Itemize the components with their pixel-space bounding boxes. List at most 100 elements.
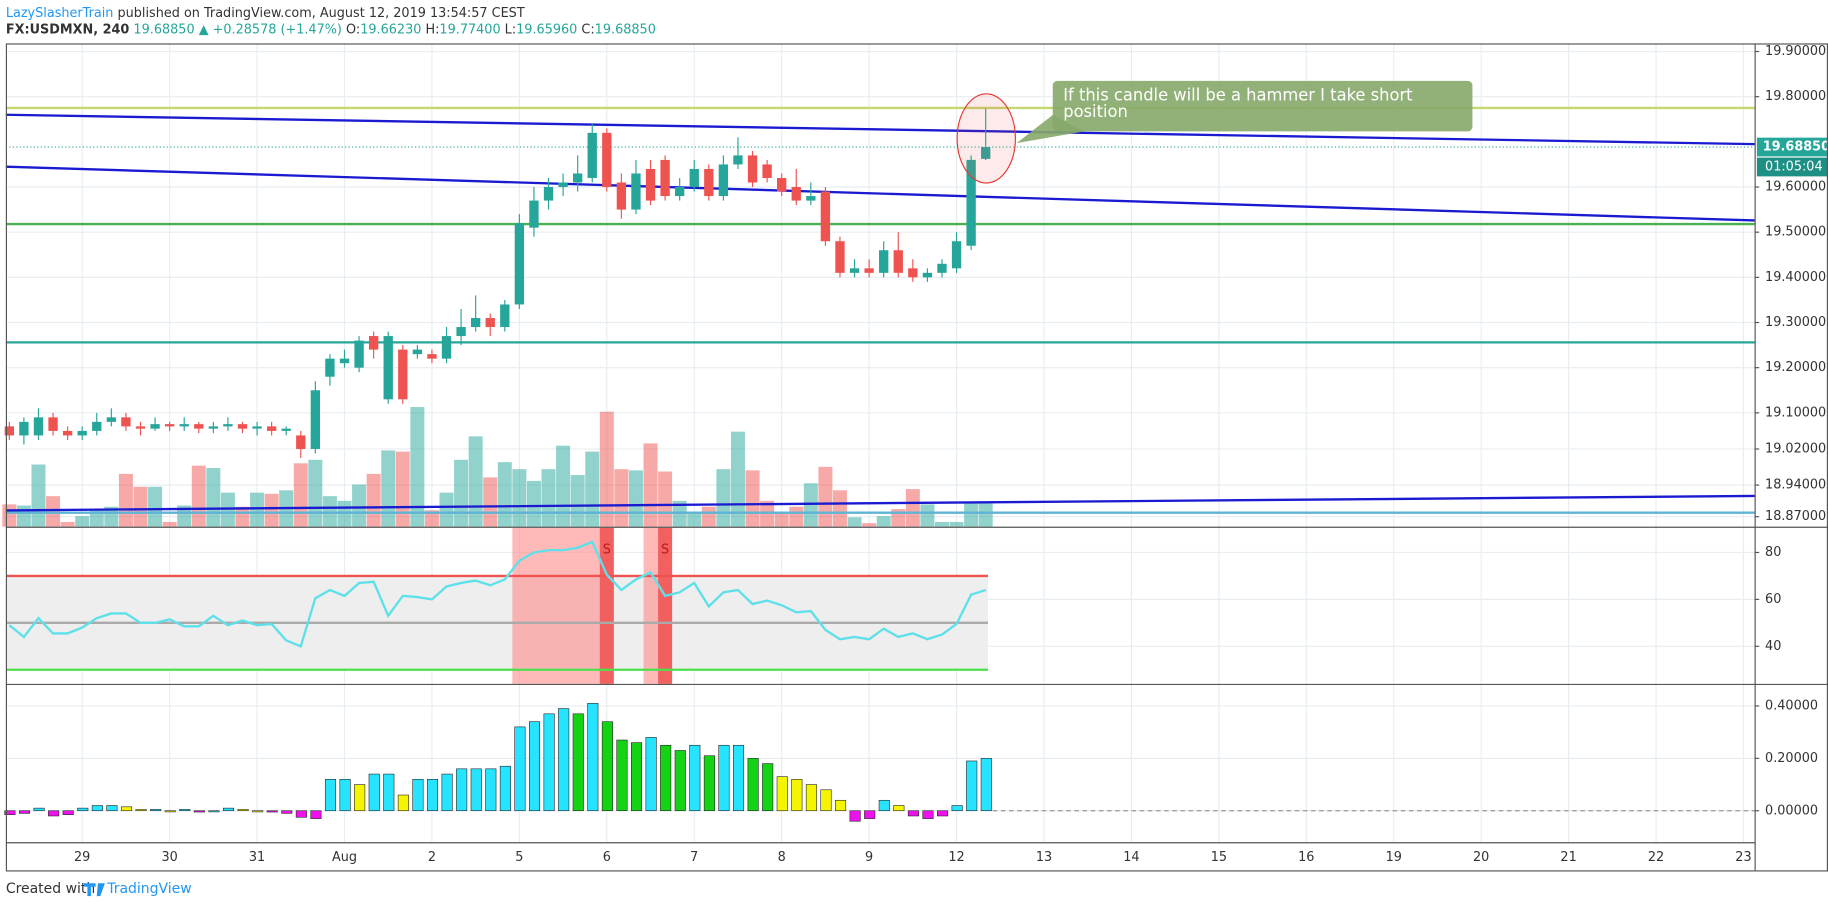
candle-body [966, 159, 976, 246]
volume-bar [628, 470, 643, 527]
y-tick-label: 19.10000 [1765, 405, 1826, 420]
hist-bar [660, 744, 672, 812]
hist-bar [733, 744, 745, 812]
hist-bar [587, 703, 599, 812]
author[interactable]: LazySlasherTrain [6, 5, 114, 20]
volume-bar [60, 521, 75, 527]
hist-bar [456, 768, 468, 812]
l-label: L: [505, 22, 516, 37]
hist-bar [703, 755, 715, 812]
volume-bar [949, 521, 964, 527]
signal-label: S [661, 543, 669, 558]
plot-layer: 29 30 31 Aug 2 5 6 7 8 9 12 13 14 15 16 19 20 21 22 23 19.90… [2, 43, 1828, 865]
footer-brand[interactable]: TradingView [106, 881, 191, 897]
volume-bar [148, 486, 163, 527]
volume-bar [745, 470, 760, 527]
volume-bar [964, 503, 979, 527]
candle-body [4, 426, 14, 436]
candle-body [470, 317, 481, 328]
volume-bar [439, 492, 454, 527]
volume-bar [133, 486, 148, 527]
candle-body [164, 424, 175, 427]
callout-box [1052, 80, 1473, 132]
hist-bar [368, 773, 380, 812]
hist-bar [266, 810, 278, 813]
candle-body [325, 358, 335, 377]
candle-body [296, 435, 306, 449]
volume-bar [526, 480, 541, 527]
candle-body [427, 354, 437, 359]
candle-body [849, 268, 860, 273]
volume-bar [293, 463, 308, 527]
x-tick-label: 5 [515, 850, 523, 865]
candle-body [806, 196, 816, 201]
hist-bar [572, 713, 584, 812]
hist-bar [397, 794, 409, 812]
candle-body [937, 263, 947, 273]
x-tick-label: Aug [332, 850, 357, 865]
volume-bar [905, 489, 920, 527]
candle-body [135, 426, 146, 429]
candle-body [77, 430, 87, 436]
y-tick-label: 60 [1765, 592, 1781, 607]
volume-bar [876, 516, 891, 527]
h-value: 19.77400 [439, 22, 500, 37]
hist-bar [208, 810, 220, 813]
hist-bar [878, 799, 890, 812]
rsi-line [8, 540, 987, 648]
last-price-label: 19.68850 [1763, 140, 1828, 155]
candle-body [675, 187, 685, 197]
candle-body [398, 349, 408, 400]
hist-bar [776, 776, 788, 812]
volume-bar [658, 471, 673, 527]
hist-bar [324, 779, 337, 812]
trend-line [5, 494, 1755, 512]
hist-bar [150, 809, 162, 812]
hist-bar [354, 784, 366, 812]
x-tick-label: 15 [1211, 850, 1227, 865]
candle-body [718, 164, 729, 197]
x-tick-label: 14 [1123, 850, 1139, 865]
x-tick-label: 19 [1386, 850, 1402, 865]
candle-body [354, 340, 364, 368]
x-tick-label: 20 [1473, 850, 1489, 865]
candle-body [19, 421, 29, 436]
candle-body [310, 390, 321, 449]
frame [5, 43, 1828, 872]
candle-body [587, 132, 597, 178]
y-tick-label: 19.90000 [1765, 44, 1826, 59]
hist-bar [630, 742, 643, 812]
volume-bar [847, 517, 862, 527]
symbol: FX:USDMXN, 240 [6, 22, 130, 37]
logo [83, 883, 105, 897]
hist-bar [62, 810, 74, 815]
y-tick-label: 19.02000 [1765, 441, 1826, 456]
hist-bar [426, 779, 439, 812]
x-tick-label: 31 [249, 850, 265, 865]
hist-bar [514, 726, 526, 812]
volume-bar [497, 462, 512, 527]
candle-body [62, 430, 73, 436]
y-tick-label: 19.80000 [1765, 89, 1826, 104]
hist-bar [18, 810, 31, 814]
volume-bar [118, 473, 133, 527]
candle-body [266, 426, 277, 431]
candle-body [951, 241, 962, 269]
hist-bar [33, 807, 45, 812]
change: ▲ +0.28578 (+1.47%) [199, 22, 342, 37]
candle-body [908, 268, 918, 278]
candle-body [879, 250, 889, 273]
candle-body [500, 304, 510, 328]
candle-body [645, 168, 656, 201]
hist-bar [135, 809, 147, 812]
o-label: O: [346, 22, 360, 37]
hist-bar [689, 744, 701, 812]
hist-bar [383, 773, 395, 812]
volume-bar [162, 521, 177, 527]
candle-body [368, 336, 379, 350]
volume-bar [177, 505, 192, 527]
x-tick-label: 6 [603, 850, 611, 865]
symbol-line: FX:USDMXN, 240 19.68850 ▲ +0.28578 (+1.4… [6, 22, 656, 37]
x-tick-label: 12 [948, 850, 964, 865]
volume-bar [250, 492, 265, 527]
